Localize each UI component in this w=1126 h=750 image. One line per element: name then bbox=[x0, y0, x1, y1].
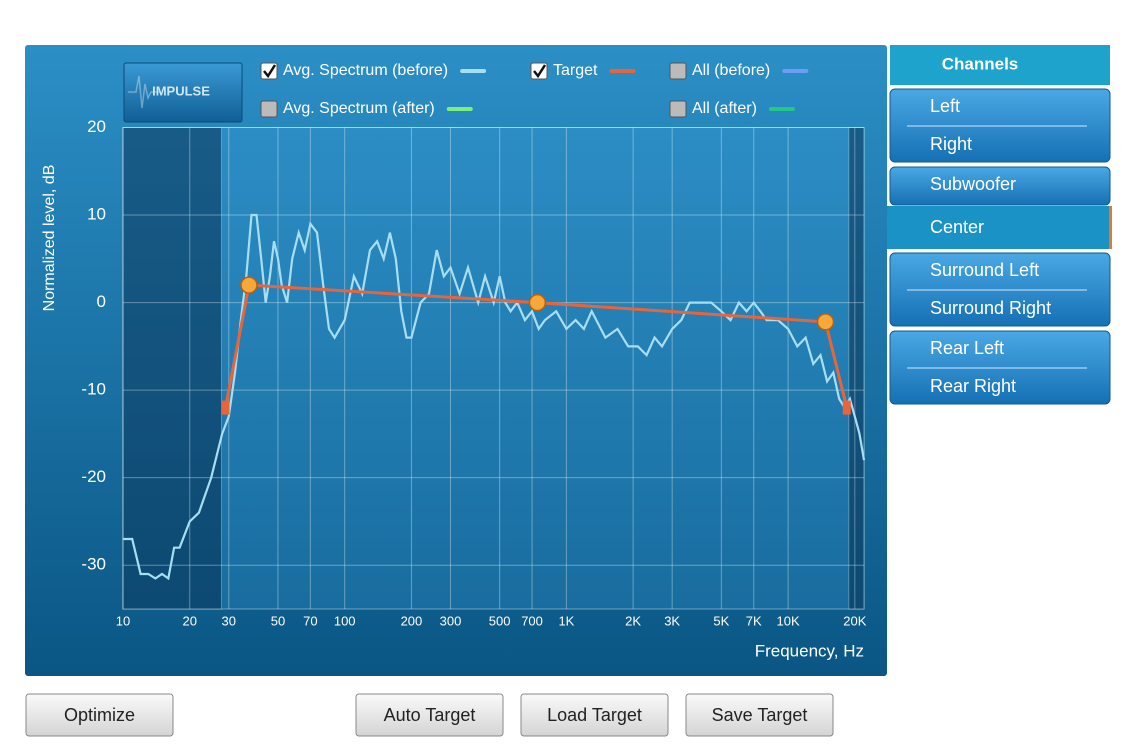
spectrum-line bbox=[123, 213, 866, 581]
channel-group[interactable] bbox=[889, 166, 1111, 206]
chart-panel bbox=[25, 45, 887, 676]
x-tick-label: 1K bbox=[558, 613, 574, 628]
channel-label[interactable]: Rear Left bbox=[930, 338, 1004, 358]
x-tick-label: 300 bbox=[440, 613, 462, 628]
button[interactable] bbox=[685, 693, 834, 737]
x-tick-label: 20K bbox=[843, 613, 866, 628]
x-tick-label: 30 bbox=[222, 613, 236, 628]
impulse-label: IMPULSE bbox=[152, 83, 210, 98]
selected-marker bbox=[1109, 206, 1112, 249]
button[interactable] bbox=[355, 693, 504, 737]
impulse-icon bbox=[128, 75, 160, 109]
channel-label[interactable]: Left bbox=[930, 96, 960, 116]
legend-swatch bbox=[782, 69, 809, 73]
button[interactable] bbox=[25, 693, 174, 737]
channel-label[interactable]: Surround Left bbox=[930, 260, 1039, 280]
channels-header bbox=[890, 45, 1110, 85]
y-tick-label: 20 bbox=[87, 117, 106, 136]
checkbox[interactable] bbox=[669, 62, 687, 80]
x-tick-label: 20 bbox=[183, 613, 197, 628]
legend-label[interactable]: All (before) bbox=[692, 62, 770, 79]
button[interactable] bbox=[520, 693, 669, 737]
plot-area bbox=[122, 127, 865, 610]
x-tick-label: 2K bbox=[625, 613, 641, 628]
excluded-low bbox=[122, 127, 223, 610]
channel-label[interactable]: Surround Right bbox=[930, 298, 1051, 318]
y-tick-label: -20 bbox=[81, 467, 106, 486]
legend-swatch bbox=[446, 107, 473, 111]
target-handle[interactable] bbox=[221, 400, 230, 415]
x-tick-label: 700 bbox=[521, 613, 543, 628]
channel-label[interactable]: Right bbox=[930, 134, 972, 154]
y-tick-label: -10 bbox=[81, 380, 106, 399]
target-handle[interactable] bbox=[842, 400, 851, 415]
target-point[interactable] bbox=[528, 293, 547, 312]
y-axis-label: Normalized level, dB bbox=[41, 165, 58, 312]
x-tick-label: 500 bbox=[489, 613, 511, 628]
x-tick-label: 200 bbox=[401, 613, 423, 628]
legend-label[interactable]: All (after) bbox=[692, 100, 757, 117]
y-tick-label: -30 bbox=[81, 555, 106, 574]
x-tick-label: 3K bbox=[664, 613, 680, 628]
legend-swatch bbox=[460, 69, 487, 73]
checkmark bbox=[533, 64, 547, 79]
channel-label[interactable]: Subwoofer bbox=[930, 174, 1016, 194]
channels-title: Channels bbox=[942, 54, 1019, 73]
legend-swatch bbox=[768, 107, 795, 111]
x-tick-label: 100 bbox=[334, 613, 356, 628]
button-label[interactable]: Auto Target bbox=[384, 705, 476, 725]
button-label[interactable]: Optimize bbox=[64, 705, 135, 725]
x-axis-label: Frequency, Hz bbox=[755, 641, 864, 660]
x-tick-label: 70 bbox=[303, 613, 317, 628]
checkmark bbox=[263, 64, 277, 79]
x-tick-label: 50 bbox=[271, 613, 285, 628]
target-point[interactable] bbox=[816, 313, 835, 331]
y-tick-label: 0 bbox=[97, 292, 106, 311]
channel-selected[interactable] bbox=[887, 206, 1110, 249]
legend-swatch bbox=[609, 69, 636, 73]
x-tick-label: 10 bbox=[116, 613, 130, 628]
target-point[interactable] bbox=[240, 276, 258, 294]
x-tick-label: 5K bbox=[713, 613, 729, 628]
excluded-high bbox=[848, 127, 865, 610]
y-tick-label: 10 bbox=[87, 205, 106, 224]
legend-label[interactable]: Avg. Spectrum (after) bbox=[283, 100, 435, 117]
impulse-button[interactable] bbox=[123, 62, 243, 123]
legend-label[interactable]: Avg. Spectrum (before) bbox=[283, 62, 448, 79]
legend-label[interactable]: Target bbox=[553, 62, 598, 79]
channel-label[interactable]: Center bbox=[930, 217, 984, 237]
x-tick-label: 7K bbox=[746, 613, 762, 628]
channel-label[interactable]: Rear Right bbox=[930, 376, 1016, 396]
button-label[interactable]: Load Target bbox=[547, 705, 642, 725]
button-label[interactable]: Save Target bbox=[712, 705, 808, 725]
checkbox[interactable] bbox=[669, 100, 687, 118]
checkbox[interactable] bbox=[260, 100, 278, 118]
x-tick-label: 10K bbox=[777, 613, 800, 628]
